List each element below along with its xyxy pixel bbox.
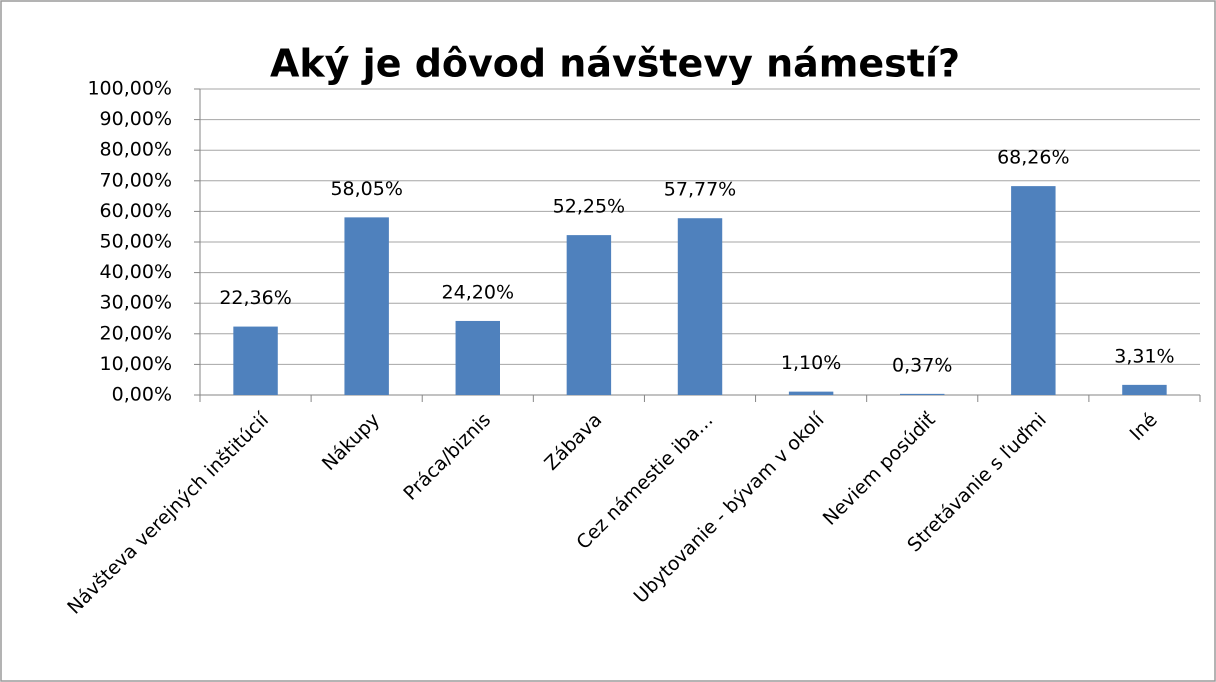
data-label: 57,77%	[664, 179, 736, 201]
y-tick-label: 20,00%	[100, 322, 172, 344]
y-tick-label: 50,00%	[100, 231, 172, 253]
bar	[233, 326, 278, 395]
data-label: 58,05%	[330, 178, 402, 200]
bar	[566, 235, 612, 395]
data-label: 3,31%	[1114, 345, 1174, 367]
y-tick-label: 0,00%	[112, 384, 172, 406]
bar	[455, 320, 500, 395]
bar	[677, 218, 723, 395]
y-tick-label: 60,00%	[100, 200, 172, 222]
data-label: 68,26%	[997, 147, 1069, 169]
data-label: 52,25%	[553, 196, 625, 218]
y-tick-label: 10,00%	[100, 353, 172, 375]
bar	[788, 391, 834, 395]
y-tick-label: 40,00%	[100, 261, 172, 283]
y-tick-label: 70,00%	[100, 169, 172, 191]
data-label: 0,37%	[892, 354, 952, 376]
bar	[900, 393, 945, 395]
bar	[1011, 186, 1056, 395]
chart-title: Aký je dôvod návštevy námestí?	[270, 42, 960, 86]
y-tick-label: 80,00%	[100, 139, 172, 161]
data-label: 22,36%	[219, 287, 291, 309]
y-tick-label: 90,00%	[100, 108, 172, 130]
data-label: 24,20%	[442, 281, 514, 303]
y-tick-label: 30,00%	[100, 292, 172, 314]
y-tick-label: 100,00%	[87, 78, 172, 100]
data-label: 1,10%	[781, 352, 841, 374]
bar	[1122, 384, 1167, 395]
bar	[344, 217, 389, 395]
